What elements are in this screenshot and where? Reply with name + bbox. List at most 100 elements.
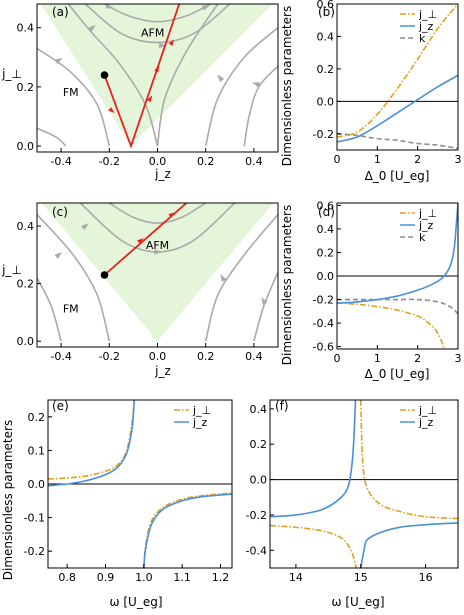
series-j_⊥-seg-0	[48, 400, 136, 480]
legend-label-1: j_z	[418, 20, 434, 33]
ylabel-c: j_⊥	[1, 263, 22, 277]
ytick-label-2: 0.4	[17, 22, 35, 35]
ylabel-b: Dimensionless parameters	[280, 6, 294, 166]
xtick-label-0: 0	[334, 153, 341, 166]
panel-d: j_⊥j_zk0 1 2 3-0.6-0.4-0.20.00.20.40.6 (d) …	[280, 199, 462, 381]
series-j_z-seg-0	[270, 400, 357, 518]
ytick-label-1: 0.0	[317, 95, 335, 108]
series-j_⊥-seg-0	[337, 302, 445, 349]
series-k-seg-0	[337, 132, 458, 150]
flow-arrow-0	[88, 24, 96, 32]
xtick-label-1: -0.2	[99, 155, 120, 168]
ytick-label-4: 0.4	[250, 403, 268, 416]
ytick-label-1: 0.2	[17, 81, 35, 94]
plot-area-d: j_⊥j_zk 0 1 2 3 -0.6 -0.4 -0.2 0.0 0.2 0.4 0.6	[313, 199, 462, 365]
panel-label-b: (b)	[318, 5, 335, 19]
plot-inner	[337, 4, 458, 150]
xtick-label-2: 1.0	[135, 571, 153, 584]
ytick-label-3: 0.2	[250, 438, 268, 451]
series-j_⊥-seg-1	[143, 492, 232, 568]
panel-label-d: (d)	[318, 205, 335, 219]
xtick-label-3: 0.2	[197, 350, 215, 363]
red-arrow-0	[168, 39, 174, 46]
ytick-label-3: 0.4	[317, 30, 335, 43]
axes-frame	[336, 3, 459, 151]
xtick-label-0: -0.4	[50, 155, 71, 168]
panel-b: j_⊥j_zk 0 1 2 3 -0.2 0.0 0.2 0.4 0.6 (b) Δ_0 [U_e…	[280, 0, 462, 183]
xtick-label-0: -0.4	[50, 350, 71, 363]
flow-line-2	[108, 203, 207, 224]
flow-arrow-1	[54, 57, 63, 65]
red-arrow-2	[146, 95, 153, 103]
legend-label-1: j_z	[418, 416, 434, 429]
flow-line-5	[156, 4, 219, 147]
legend-label-1: j_z	[192, 416, 208, 429]
xtick-label-1: 1	[374, 352, 381, 365]
red-separatrix	[103, 4, 181, 149]
xtick-label-0: 14	[289, 571, 303, 584]
xlabel-d: Δ_0 [U_eg]	[365, 367, 430, 381]
flow-line-3	[104, 4, 211, 23]
ytick-label-2: 0.0	[28, 478, 46, 491]
ytick-label-3: 0.0	[317, 270, 335, 283]
ytick-label-4: 0.2	[317, 246, 335, 259]
xtick-label-2: 16	[419, 571, 433, 584]
series-j_⊥-seg-0	[270, 524, 357, 568]
flow-arrow-4	[252, 82, 261, 88]
ytick-label-1: -0.2	[246, 509, 267, 522]
flow-arrow-3	[261, 297, 268, 305]
xlabel-a: j_z	[154, 167, 171, 181]
ytick-label-0: 0.0	[17, 335, 35, 348]
flow-line-6	[204, 27, 278, 147]
ytick-label-2: 0.0	[250, 474, 268, 487]
plot-area-f: j_⊥j_z 14 15 16 -0.4 -0.2 0.0 0.2 0.4	[246, 399, 459, 584]
xtick-label-2: 0.0	[149, 155, 167, 168]
xlabel-e: ω [U_eg]	[109, 595, 162, 609]
ytick-label-6: 0.6	[317, 199, 335, 212]
flow-arrow-1	[54, 251, 63, 259]
flow-line-0	[37, 47, 111, 147]
xtick-label-4: 0.4	[245, 155, 263, 168]
xtick-label-3: 0.2	[197, 155, 215, 168]
xtick-label-2: 2	[414, 352, 421, 365]
flow-line-1	[37, 127, 67, 147]
plot-inner	[337, 203, 458, 349]
xtick-label-0: 0.8	[58, 571, 76, 584]
series-j_z-seg-1	[359, 522, 458, 568]
ytick-label-4: 0.6	[317, 0, 335, 11]
flow-arrow-0	[81, 223, 89, 231]
flow-arrow-2	[105, 4, 114, 9]
flow-arrow-6	[159, 42, 167, 49]
region-label-1: FM	[63, 86, 79, 99]
xtick-label-3: 3	[455, 352, 462, 365]
panel-label-c: (c)	[52, 205, 68, 219]
legend-label-0: j_⊥	[418, 8, 437, 21]
series-j_z-seg-0	[337, 74, 458, 143]
ytick-label-1: -0.1	[24, 512, 45, 525]
plot-inner	[48, 400, 232, 568]
ylabel-e: Dimensionless parameters	[1, 420, 15, 580]
xtick-label-2: 0.0	[149, 350, 167, 363]
xlabel-f: ω [U_eg]	[331, 595, 384, 609]
xtick-label-3: 1.1	[173, 571, 191, 584]
xlabel-b: Δ_0 [U_eg]	[365, 169, 430, 183]
flow-arrow-3	[201, 5, 210, 11]
panel-f: j_⊥j_z 14 15 16 -0.4 -0.2 0.0 0.2 0.4 (f) ω [U_e…	[246, 399, 459, 609]
flow-line-2	[67, 4, 159, 147]
series-j_z-seg-1	[143, 493, 232, 568]
flow-line-4	[84, 4, 231, 44]
flow-arrow-5	[217, 74, 225, 83]
series-j_z-seg-0	[48, 400, 136, 487]
series-j_z-seg-0	[337, 203, 458, 304]
xtick-label-1: 0.9	[97, 571, 115, 584]
xtick-label-1: 1	[374, 153, 381, 166]
ytick-label-0: 0.0	[17, 140, 35, 153]
red-arrow-0	[137, 238, 144, 244]
flow-arrow-2	[220, 273, 227, 282]
ytick-label-5: 0.4	[317, 223, 335, 236]
region-label-0: AFM	[141, 27, 164, 40]
plot-area-a: AFM FM -0.4 -0.2 0.0 0.2 0.4 0.0 0.2 0.4	[17, 3, 279, 168]
red-arrow-1	[168, 212, 176, 218]
